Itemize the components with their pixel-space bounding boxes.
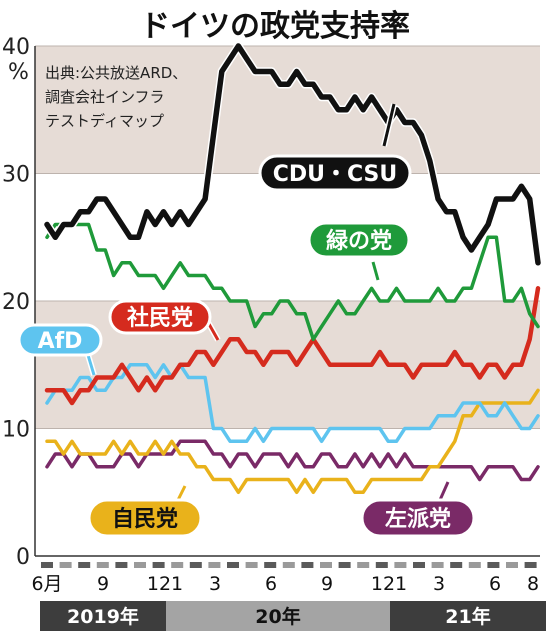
month-tick-mark — [78, 562, 91, 568]
source-line-3: テストディマップ — [45, 112, 164, 130]
month-tick-mark — [301, 562, 314, 568]
month-tick-mark — [41, 562, 53, 568]
month-axis: 6月 9 12 1 3 6 9 12 1 3 6 8 — [31, 562, 539, 595]
label-connector — [438, 481, 450, 501]
band-30-40 — [35, 46, 540, 174]
month-tick-mark — [394, 562, 407, 568]
month-tick-mark — [264, 562, 277, 568]
y-tick-label: 20 — [2, 290, 30, 315]
month-tick-mark — [171, 562, 184, 568]
month-tick-mark — [208, 562, 221, 568]
series-lines — [43, 41, 543, 495]
month-tick-mark — [487, 562, 500, 568]
month-tick-mark — [338, 562, 351, 568]
month-tick-mark — [282, 562, 295, 568]
year-axis: 2019年 20年 21年 — [40, 601, 546, 631]
month-tick-mark — [375, 562, 388, 568]
series-label-pill — [17, 323, 103, 357]
month-tick-label: 3 — [433, 573, 445, 595]
series-line — [44, 286, 541, 406]
month-tick-mark — [506, 562, 518, 568]
series-line — [45, 222, 540, 342]
y-tick-labels: 0 10 20 30 40 — [2, 35, 30, 570]
year-segment — [40, 601, 166, 631]
month-tick-mark — [152, 562, 165, 568]
month-tick-label: 8 — [527, 573, 539, 595]
series-label: 社民党 — [127, 305, 193, 331]
year-label: 20年 — [255, 605, 300, 628]
series-label: AfD — [38, 329, 83, 354]
label-connector — [176, 485, 187, 501]
y-unit-label: % — [8, 60, 29, 85]
month-tick-mark — [134, 562, 146, 568]
series-label-pill — [307, 221, 411, 259]
month-tick-mark — [468, 562, 481, 568]
series-label-pill — [108, 299, 212, 335]
label-connector — [371, 261, 380, 281]
year-segment — [166, 601, 390, 631]
source-note: 出典:公共放送ARD、 調査会社インフラ テストディマップ — [45, 64, 187, 130]
month-tick-mark — [431, 562, 444, 568]
month-tick-mark — [320, 562, 332, 568]
series-label: 緑の党 — [326, 228, 392, 254]
source-line-1: 出典:公共放送ARD、 — [45, 64, 187, 82]
y-tick-label: 0 — [16, 545, 30, 570]
label-connector — [86, 354, 96, 376]
month-tick-mark — [450, 562, 463, 568]
month-tick-mark — [115, 562, 128, 568]
month-tick-mark — [59, 562, 72, 568]
month-tick-mark — [413, 562, 425, 568]
y-tick-label: 30 — [2, 163, 30, 188]
series-label-pill — [360, 498, 476, 538]
year-label: 2019年 — [67, 605, 139, 628]
month-tick-mark — [245, 562, 258, 568]
series-label-pill — [258, 154, 412, 192]
month-tick-label: 1 — [171, 573, 183, 595]
series-label-pill — [87, 498, 203, 538]
month-tick-label: 6 — [489, 573, 501, 595]
series-line — [45, 439, 540, 482]
month-tick-label: 12 — [371, 573, 395, 595]
source-line-2: 調査会社インフラ — [45, 88, 165, 106]
year-label: 21年 — [445, 605, 490, 628]
month-tick-mark — [357, 562, 370, 568]
y-tick-label: 10 — [2, 418, 30, 443]
month-tick-mark — [189, 562, 202, 568]
month-tick-label: 12 — [147, 573, 171, 595]
month-tick-label: 6 — [265, 573, 277, 595]
year-segment — [390, 601, 546, 631]
y-tick-label: 40 — [2, 35, 30, 60]
series-line — [44, 43, 541, 266]
series-label: 自民党 — [112, 506, 178, 532]
label-connector — [382, 103, 396, 147]
month-tick-label: 9 — [321, 573, 333, 595]
chart-title: ドイツの政党支持率 — [140, 9, 410, 44]
series-label: CDU・CSU — [273, 162, 398, 187]
month-tick-label: 9 — [97, 573, 109, 595]
month-tick-label: 3 — [209, 573, 221, 595]
month-tick-mark — [96, 562, 109, 568]
month-tick-label: 6月 — [31, 573, 62, 595]
series-line — [45, 363, 540, 444]
series-label: 左派党 — [385, 506, 451, 532]
month-tick-mark — [227, 562, 239, 568]
month-tick-label: 1 — [395, 573, 407, 595]
month-tick-mark — [524, 562, 537, 568]
series-line — [45, 388, 540, 495]
